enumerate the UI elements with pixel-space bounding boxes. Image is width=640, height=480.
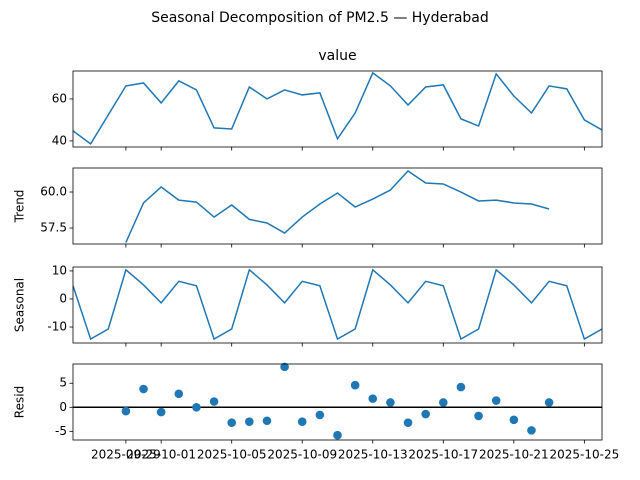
y-axis-label: Resid — [13, 386, 27, 418]
y-tick-label: 60.0 — [40, 185, 67, 199]
resid-point — [174, 389, 184, 399]
y-tick-label: 57.5 — [40, 221, 67, 235]
resid-point — [439, 398, 448, 407]
resid-point — [315, 410, 325, 420]
y-tick-label: 60 — [52, 91, 67, 105]
resid-point — [139, 384, 148, 394]
axes-frame — [72, 167, 603, 245]
series-line — [73, 268, 602, 341]
resid-point — [333, 430, 342, 440]
resid-point — [491, 396, 501, 405]
resid-point — [192, 402, 201, 412]
resid-point — [368, 394, 378, 403]
y-tick-label: 0 — [59, 400, 67, 414]
y-tick-label: -10 — [47, 320, 67, 334]
y-tick-label: 5 — [59, 376, 67, 390]
x-tick-label: 2025-10-09 — [267, 448, 337, 462]
resid-point — [474, 411, 483, 421]
resid-point — [350, 380, 360, 390]
x-tick-label: 2025-10-05 — [197, 448, 267, 462]
resid-point — [280, 362, 289, 372]
resid-point — [209, 397, 219, 406]
resid-point — [245, 417, 254, 427]
resid-point — [121, 406, 131, 416]
axes-frame — [72, 70, 603, 148]
y-axis-label: Seasonal — [13, 278, 27, 332]
x-tick-label: 2025-10-01 — [126, 448, 196, 462]
resid-point — [527, 426, 536, 435]
x-tick-label: 2025-10-17 — [408, 448, 478, 462]
axes-frame — [72, 266, 603, 344]
figure-title: Seasonal Decomposition of PM2.5 — Hydera… — [151, 10, 489, 26]
resid-point — [509, 415, 519, 425]
series-line — [125, 170, 550, 243]
y-tick-label: 40 — [52, 133, 67, 147]
x-tick-label: 2025-10-21 — [479, 448, 549, 462]
y-tick-label: 0 — [59, 291, 67, 305]
resid-point — [297, 417, 307, 427]
y-tick-label: 10 — [52, 263, 67, 277]
resid-point — [262, 416, 272, 426]
series-line — [73, 71, 602, 145]
y-axis-label: Trend — [13, 190, 27, 224]
resid-point — [403, 418, 413, 427]
resid-point — [544, 398, 554, 407]
resid-point — [386, 398, 395, 407]
resid-point — [421, 409, 430, 419]
y-tick-label: -5 — [55, 424, 67, 438]
x-tick-label: 2025-09-29 — [91, 448, 161, 462]
resid-point — [227, 418, 236, 427]
resid-point — [456, 382, 466, 392]
resid-point — [156, 407, 166, 417]
x-tick-label: 2025-10-13 — [338, 448, 408, 462]
axes-title: value — [318, 48, 356, 64]
axes-frame — [72, 363, 603, 441]
x-tick-label: 2025-10-25 — [549, 448, 619, 462]
